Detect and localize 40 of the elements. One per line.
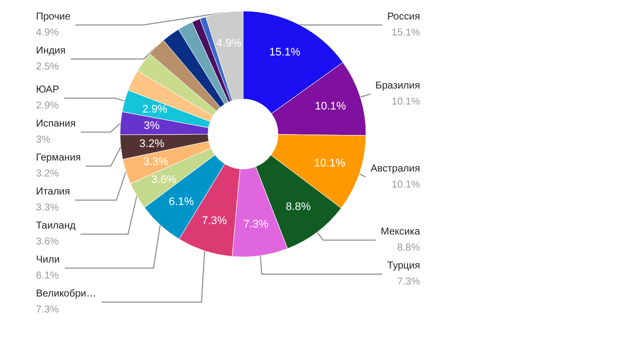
data-label: 6.1% [36, 270, 59, 282]
text: 7.3% [397, 276, 420, 288]
text: 10.1% [314, 158, 346, 170]
text: 15.1% [269, 46, 300, 58]
slice-label: Испания [36, 118, 76, 130]
text: 7.3% [36, 304, 59, 316]
data-label: 3.3% [143, 156, 169, 168]
slice-label: Бразилия [375, 80, 420, 92]
slice-label: Таиланд [36, 220, 76, 232]
data-label: 15.1% [392, 28, 420, 38]
slice-label: Россия [387, 12, 420, 22]
data-label: 7.3% [202, 215, 228, 228]
text: 3.2% [36, 168, 59, 180]
slice-label: Германия [36, 152, 81, 164]
slice-label: Турция [387, 260, 420, 272]
slice-label: Чили [36, 254, 60, 266]
data-label: 10.1% [392, 96, 420, 108]
slice-label: Италия [36, 186, 70, 198]
text: 6.1% [168, 196, 194, 208]
data-label: 10.1% [392, 180, 420, 191]
slice-label: Великобри… [36, 288, 96, 300]
text: 2.9% [142, 103, 168, 116]
slice-label: Австралия [370, 164, 420, 175]
data-label: 8.8% [286, 201, 312, 214]
data-label: 7.3% [243, 218, 269, 231]
data-label: 3.2% [139, 138, 165, 150]
data-label: 3.6% [151, 174, 177, 186]
data-label: 2.9% [36, 100, 59, 112]
slice-label: ЮАР [36, 84, 60, 96]
text: 8.8% [397, 242, 420, 254]
data-label: 2.5% [36, 62, 59, 72]
slice-label: Индия [36, 46, 66, 56]
text: 4.9% [36, 28, 59, 38]
slice-label: Мексика [380, 226, 420, 238]
text: 3.3% [36, 202, 59, 214]
text: 3% [36, 134, 50, 146]
text: 10.1% [314, 100, 346, 113]
text: 3.6% [36, 236, 59, 248]
slice-label: Прочие [36, 12, 71, 22]
data-label: 3% [144, 120, 160, 132]
